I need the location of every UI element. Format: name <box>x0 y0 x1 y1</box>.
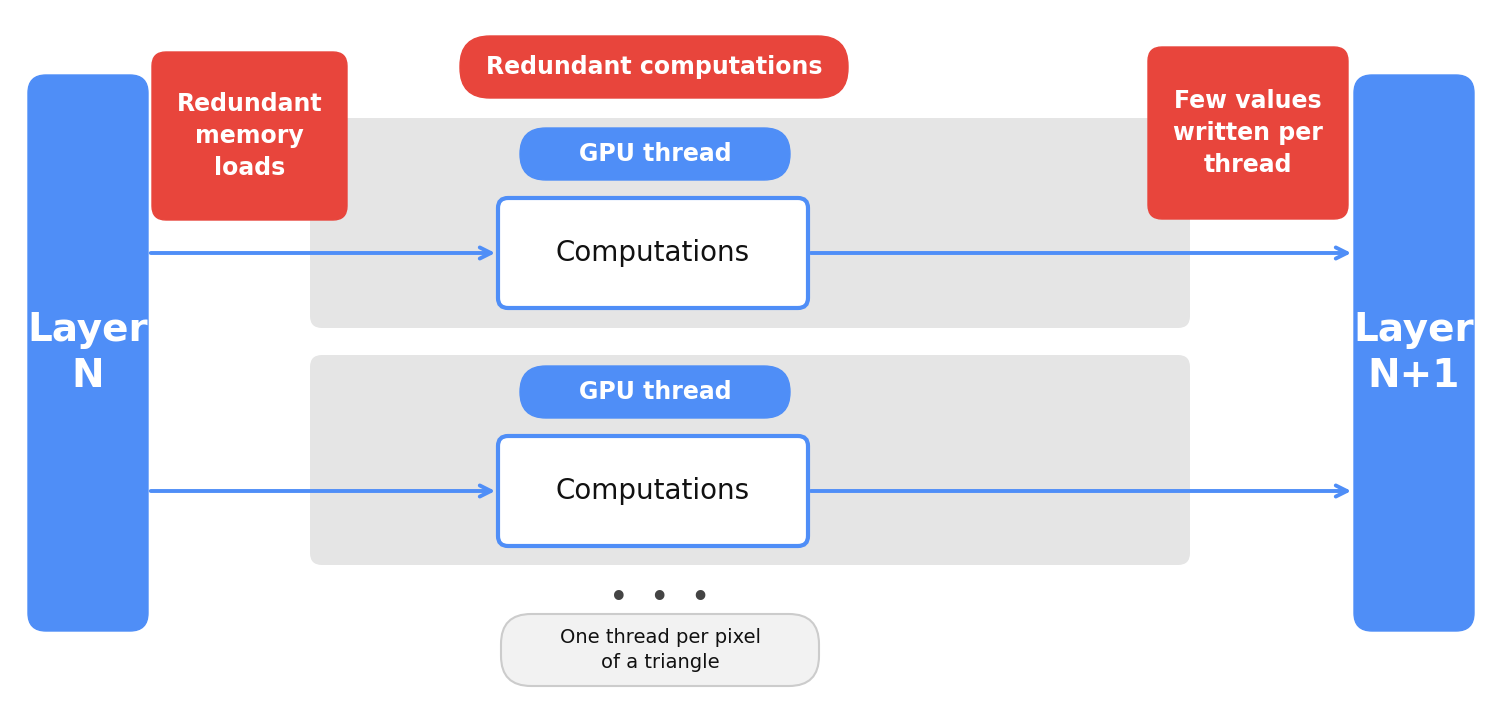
FancyBboxPatch shape <box>502 614 819 686</box>
FancyBboxPatch shape <box>499 198 808 308</box>
Text: Computations: Computations <box>556 239 749 267</box>
Text: One thread per pixel
of a triangle: One thread per pixel of a triangle <box>560 628 760 672</box>
FancyBboxPatch shape <box>1353 75 1473 631</box>
FancyBboxPatch shape <box>29 75 149 631</box>
FancyBboxPatch shape <box>152 52 347 220</box>
Text: Layer
N: Layer N <box>27 311 149 395</box>
Text: Few values
written per
thread: Few values written per thread <box>1173 90 1323 176</box>
FancyBboxPatch shape <box>460 36 849 98</box>
Text: GPU thread: GPU thread <box>578 142 731 166</box>
FancyBboxPatch shape <box>309 118 1190 328</box>
FancyBboxPatch shape <box>520 128 790 180</box>
FancyBboxPatch shape <box>1148 47 1347 219</box>
Text: Redundant
memory
loads: Redundant memory loads <box>177 92 323 179</box>
FancyBboxPatch shape <box>520 366 790 418</box>
FancyBboxPatch shape <box>499 436 808 546</box>
Text: Redundant computations: Redundant computations <box>485 55 822 79</box>
Text: Layer
N+1: Layer N+1 <box>1353 311 1475 395</box>
FancyBboxPatch shape <box>309 355 1190 565</box>
Text: •  •  •: • • • <box>610 582 710 614</box>
Text: Computations: Computations <box>556 477 749 505</box>
Text: GPU thread: GPU thread <box>578 380 731 404</box>
